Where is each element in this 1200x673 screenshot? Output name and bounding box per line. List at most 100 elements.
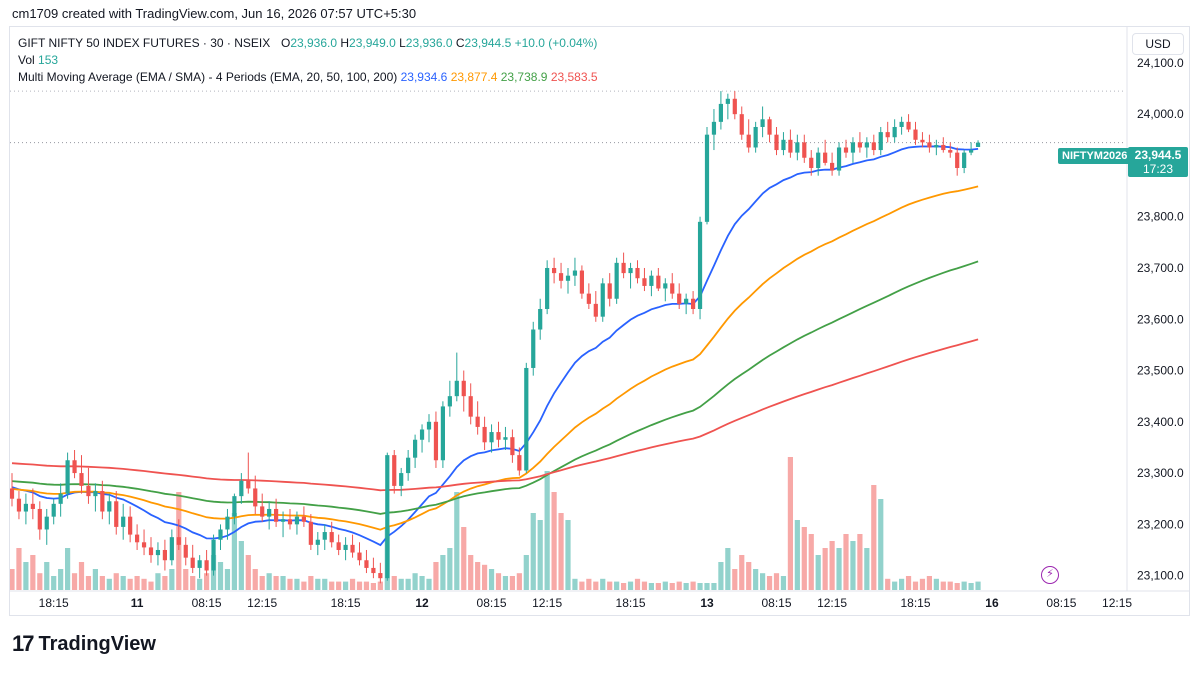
volume-bar: [336, 581, 342, 590]
volume-bar: [329, 581, 335, 590]
volume-bar: [753, 569, 759, 590]
volume-bar: [600, 578, 606, 590]
volume-bar: [621, 583, 627, 590]
price-tick-label: 23,500.0: [1137, 364, 1184, 378]
candle-body: [607, 283, 612, 299]
candle-body: [392, 455, 397, 486]
last-price-tag: 23,944.5 17:23: [1128, 147, 1188, 177]
volume-bar: [899, 578, 905, 590]
candle-body: [885, 132, 890, 138]
volume-bar: [419, 576, 425, 590]
volume-bar: [78, 562, 85, 590]
volume-bar: [961, 581, 967, 590]
volume-bar: [273, 576, 279, 590]
candle-body: [385, 455, 390, 579]
volume-bar: [377, 581, 383, 590]
volume-bar: [502, 576, 509, 590]
candle-body: [246, 480, 251, 489]
ohlc-open-value: 23,936.0: [290, 36, 338, 50]
candle-body: [871, 142, 876, 151]
volume-bar: [190, 576, 196, 590]
candle-body: [440, 406, 445, 461]
volume-bar: [37, 573, 43, 590]
volume-label[interactable]: Vol: [18, 53, 35, 67]
time-tick-label: 12:15: [532, 596, 562, 610]
time-tick-label: 11: [131, 596, 144, 610]
volume-bar: [398, 578, 404, 590]
candle-body: [343, 544, 348, 550]
ma-value-ema200: 23,583.5: [550, 70, 598, 84]
volume-bar: [780, 576, 787, 590]
volume-bar: [315, 578, 321, 590]
candle-body: [135, 534, 140, 543]
volume-bar: [676, 581, 682, 590]
volume-bar: [641, 581, 648, 590]
volume-bar: [815, 555, 821, 590]
candle-body: [635, 267, 640, 279]
volume-bar: [155, 573, 161, 590]
volume-bar: [488, 569, 495, 590]
candle-body: [350, 544, 355, 553]
volume-bar: [648, 583, 654, 590]
candle-body: [586, 293, 591, 304]
time-tick-label: 18:15: [900, 596, 930, 610]
volume-bar: [662, 581, 668, 590]
candle-body: [656, 275, 661, 289]
candle-body: [878, 132, 883, 151]
volume-bar: [85, 576, 92, 590]
currency-button[interactable]: USD: [1132, 33, 1184, 55]
symbol-title[interactable]: GIFT NIFTY 50 INDEX FUTURES · 30 · NSEIX: [18, 36, 271, 50]
bar-countdown: 17:23: [1142, 162, 1174, 176]
candle-body: [718, 103, 723, 122]
time-tick-label: 12: [415, 596, 429, 610]
volume-bar: [231, 513, 237, 590]
time-tick-label: 18:15: [39, 596, 69, 610]
candle-body: [218, 529, 223, 540]
ma-line-ema20: [11, 145, 979, 547]
volume-bar: [523, 555, 529, 590]
candle-body: [72, 460, 77, 474]
volume-bar: [197, 578, 203, 590]
candle-body: [447, 396, 452, 407]
candle-body: [572, 270, 578, 276]
time-tick-label: 12:15: [1102, 596, 1132, 610]
volume-bar: [627, 581, 634, 590]
volume-bar: [370, 583, 376, 590]
ma-indicator-label[interactable]: Multi Moving Average (EMA / SMA) - 4 Per…: [18, 70, 398, 84]
candle-body: [114, 501, 119, 527]
time-tick-label: 18:15: [616, 596, 646, 610]
plot-area[interactable]: [9, 90, 1126, 590]
candle-body: [100, 491, 105, 512]
candle-body: [670, 283, 675, 294]
volume-bar: [697, 583, 703, 590]
volume-bar: [433, 562, 439, 590]
volume-bar: [44, 562, 50, 590]
candle-body: [558, 273, 564, 281]
volume-bar: [850, 541, 856, 590]
volume-bar: [787, 457, 793, 590]
lightning-icon[interactable]: ⚡: [1041, 566, 1059, 584]
tradingview-logo[interactable]: 17 TradingView: [12, 631, 156, 656]
candle-body: [419, 429, 425, 440]
candle-body: [760, 119, 765, 127]
price-tick-label: 24,000.0: [1137, 107, 1184, 121]
volume-bar: [162, 576, 168, 590]
candle-body: [51, 503, 56, 517]
price-tick-label: 23,400.0: [1137, 415, 1184, 429]
candle-body: [503, 437, 508, 440]
volume-bar: [808, 534, 814, 590]
candle-body: [433, 421, 439, 461]
volume-bar: [10, 569, 15, 590]
volume-bar: [794, 520, 800, 590]
candle-body: [948, 150, 953, 153]
time-tick-label: 13: [700, 596, 714, 610]
volume-bar: [58, 569, 64, 590]
candle-body: [30, 503, 35, 509]
candle-body: [260, 506, 265, 517]
volume-bar: [739, 555, 745, 590]
volume-bar: [363, 581, 370, 590]
candle-body: [121, 516, 126, 527]
candle-body: [308, 521, 313, 545]
candle-body: [579, 270, 584, 294]
